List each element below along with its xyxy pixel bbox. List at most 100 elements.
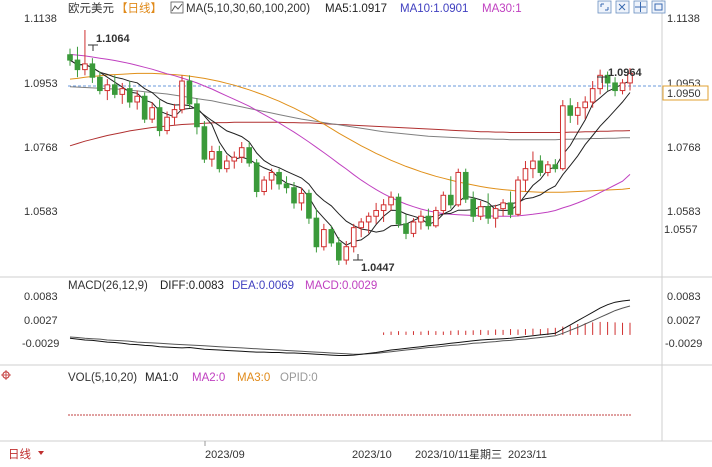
candle-body	[209, 150, 215, 160]
candle-body	[268, 171, 275, 181]
candle-body	[298, 192, 305, 204]
price-tick-left: 1.0768	[24, 142, 58, 154]
candle	[238, 141, 245, 163]
ma10-line	[69, 59, 631, 233]
ma-toggle-icon[interactable]	[170, 1, 184, 14]
candle	[194, 98, 200, 135]
candle-body	[522, 168, 529, 181]
zoom-out-icon[interactable]	[615, 0, 630, 14]
macd-diff-value: DIFF:0.0083	[160, 280, 224, 292]
candle	[231, 151, 238, 169]
candle	[164, 111, 170, 135]
candle-body	[470, 198, 477, 217]
candle	[111, 75, 118, 99]
candle-body	[238, 147, 245, 158]
candle-body	[440, 194, 447, 212]
candle	[373, 202, 379, 224]
candle	[403, 214, 409, 240]
candle-body	[253, 162, 260, 192]
candle-body	[447, 194, 454, 206]
candle-body	[604, 74, 611, 84]
vol-definition: VOL(5,10,20)	[68, 372, 137, 384]
candle	[530, 151, 536, 179]
candle-body	[380, 204, 387, 212]
candle-body	[82, 63, 88, 71]
candle	[201, 121, 208, 163]
candle-body	[156, 107, 163, 132]
candle-body	[589, 88, 596, 103]
candle-body	[373, 210, 379, 217]
candle	[589, 81, 596, 108]
candle	[313, 208, 320, 253]
candle-body	[171, 109, 178, 118]
candle	[74, 46, 81, 78]
price-tick-left: 1.0583	[24, 206, 58, 218]
price-axis-left: 1.1138 1.0953 1.0768 1.0583	[24, 13, 58, 218]
candle-body	[567, 105, 574, 116]
candle	[104, 79, 111, 101]
macd-lines	[69, 299, 631, 356]
candle-body	[612, 82, 618, 92]
macd-tick-left: 0.0083	[24, 291, 58, 303]
candle-body	[306, 192, 312, 219]
candle-body	[141, 95, 148, 120]
candle	[358, 218, 365, 238]
macd-diff-line	[69, 299, 631, 356]
candle-body	[291, 187, 297, 204]
candle-body	[418, 215, 424, 223]
candle	[619, 79, 626, 95]
candle	[433, 206, 439, 228]
candle-body	[552, 164, 559, 170]
candle	[470, 191, 477, 222]
candle	[627, 68, 633, 91]
candle	[425, 208, 432, 230]
candle-body	[328, 229, 335, 244]
ma10-value: MA10:1.0901	[400, 3, 468, 15]
candle	[418, 210, 424, 230]
candle-body	[246, 147, 253, 164]
crosshair-date: 2023/10/11	[415, 449, 469, 461]
candle-body	[507, 202, 514, 215]
grid-view-icon[interactable]	[633, 0, 648, 14]
candle-body	[455, 171, 462, 206]
candle	[447, 176, 454, 209]
candle-body	[104, 84, 111, 92]
candle	[67, 48, 73, 66]
candle	[291, 181, 297, 209]
candle	[82, 30, 88, 76]
ma200-line	[69, 121, 631, 147]
candle-body	[350, 227, 357, 248]
candle	[126, 81, 133, 108]
candle-body	[574, 107, 581, 116]
price-tick-right: 1.0768	[667, 142, 701, 154]
candle-body	[335, 242, 342, 261]
candle-body	[343, 246, 350, 261]
candle	[209, 145, 215, 167]
candle	[283, 176, 290, 194]
macd-tick-left: 0.0027	[24, 315, 58, 327]
candle-body	[89, 63, 96, 78]
candle	[410, 218, 417, 238]
candle-body	[97, 76, 103, 92]
candle	[298, 187, 305, 211]
fullscreen-icon[interactable]	[651, 0, 666, 14]
candle	[149, 101, 155, 123]
candle-body	[67, 54, 73, 61]
macd-tick-left: -0.0029	[22, 338, 59, 350]
time-label-sep: 2023/09	[205, 449, 245, 461]
candle	[321, 223, 327, 251]
candle-body	[216, 150, 223, 170]
period-button[interactable]: 日线	[8, 447, 44, 461]
crosshair-icon[interactable]	[1, 370, 11, 380]
candlestick-series	[67, 30, 633, 265]
candle-body	[477, 206, 484, 217]
candle-body	[462, 171, 469, 200]
candle-body	[559, 105, 566, 170]
macd-dea-line	[69, 305, 631, 355]
zoom-in-icon[interactable]	[597, 0, 612, 14]
candle-body	[537, 160, 544, 173]
candle-body	[619, 82, 626, 92]
high-annotation: 1.1064	[88, 33, 131, 51]
candle-body	[276, 171, 282, 185]
ma5-value: MA5:1.0917	[325, 3, 387, 15]
